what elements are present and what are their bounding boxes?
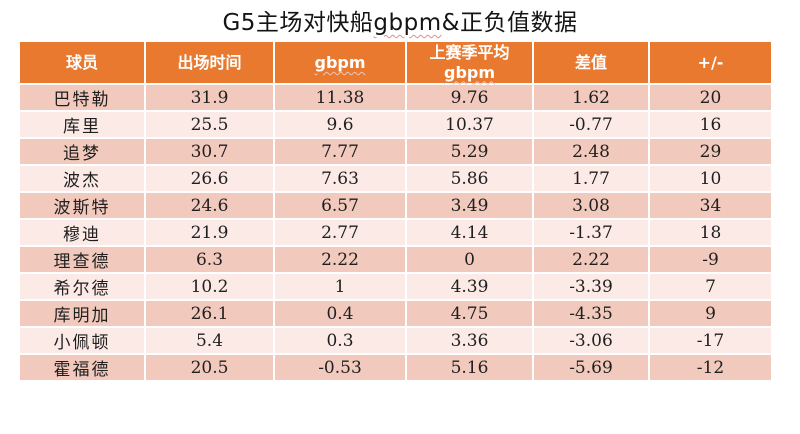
gbpm-cell: 7.63 — [273, 164, 407, 193]
gbpm-cell: 0.4 — [273, 299, 407, 328]
table-row: 穆迪 21.9 2.77 4.14 -1.37 18 — [18, 218, 773, 247]
plus-minus-cell: -9 — [648, 245, 773, 274]
col-header-last-season-avg-line1: 上赛季平均 — [429, 43, 510, 63]
table-row: 理查德 6.3 2.22 0 2.22 -9 — [18, 245, 773, 274]
minutes-cell: 26.1 — [144, 299, 275, 328]
last-season-gbpm-cell: 4.75 — [405, 299, 534, 328]
last-season-gbpm-cell: 9.76 — [405, 83, 534, 112]
minutes-cell: 6.3 — [144, 245, 275, 274]
player-name-cell: 波斯特 — [18, 191, 146, 220]
stats-table: 球员 出场时间 gbpm 上赛季平均 gbpm 差值 +/- 巴特勒 31.9 … — [18, 40, 773, 382]
gbpm-cell: -0.53 — [273, 353, 407, 382]
col-header-last-season-avg-line2: gbpm — [407, 63, 532, 82]
title-part-3: &正负值数据 — [441, 10, 578, 36]
diff-cell: 1.62 — [532, 83, 650, 112]
col-header-gbpm: gbpm — [273, 40, 407, 85]
minutes-cell: 24.6 — [144, 191, 275, 220]
minutes-cell: 30.7 — [144, 137, 275, 166]
player-name-cell: 希尔德 — [18, 272, 146, 301]
minutes-cell: 10.2 — [144, 272, 275, 301]
table-row: 波斯特 24.6 6.57 3.49 3.08 34 — [18, 191, 773, 220]
gbpm-cell: 1 — [273, 272, 407, 301]
minutes-cell: 20.5 — [144, 353, 275, 382]
table-row: 希尔德 10.2 1 4.39 -3.39 7 — [18, 272, 773, 301]
diff-cell: 2.22 — [532, 245, 650, 274]
plus-minus-cell: 34 — [648, 191, 773, 220]
last-season-gbpm-cell: 0 — [405, 245, 534, 274]
table-row: 波杰 26.6 7.63 5.86 1.77 10 — [18, 164, 773, 193]
col-header-minutes: 出场时间 — [144, 40, 275, 85]
last-season-gbpm-cell: 3.36 — [405, 326, 534, 355]
diff-cell: -4.35 — [532, 299, 650, 328]
last-season-gbpm-cell: 10.37 — [405, 110, 534, 139]
diff-cell: -1.37 — [532, 218, 650, 247]
diff-cell: -0.77 — [532, 110, 650, 139]
minutes-cell: 25.5 — [144, 110, 275, 139]
diff-cell: -3.39 — [532, 272, 650, 301]
table-row: 库里 25.5 9.6 10.37 -0.77 16 — [18, 110, 773, 139]
player-name-cell: 库明加 — [18, 299, 146, 328]
gbpm-cell: 7.77 — [273, 137, 407, 166]
gbpm-cell: 2.77 — [273, 218, 407, 247]
header-row: 球员 出场时间 gbpm 上赛季平均 gbpm 差值 +/- — [18, 40, 773, 85]
col-header-last-season-avg: 上赛季平均 gbpm — [405, 40, 534, 85]
minutes-cell: 31.9 — [144, 83, 275, 112]
last-season-gbpm-cell: 5.29 — [405, 137, 534, 166]
plus-minus-cell: 29 — [648, 137, 773, 166]
last-season-gbpm-cell: 4.14 — [405, 218, 534, 247]
player-name-cell: 霍福德 — [18, 353, 146, 382]
plus-minus-cell: -12 — [648, 353, 773, 382]
player-name-cell: 巴特勒 — [18, 83, 146, 112]
plus-minus-cell: 7 — [648, 272, 773, 301]
table-row: 追梦 30.7 7.77 5.29 2.48 29 — [18, 137, 773, 166]
last-season-gbpm-cell: 4.39 — [405, 272, 534, 301]
col-header-diff: 差值 — [532, 40, 650, 85]
diff-cell: -3.06 — [532, 326, 650, 355]
table-row: 巴特勒 31.9 11.38 9.76 1.62 20 — [18, 83, 773, 112]
col-header-last-season-gbpm-text: gbpm — [443, 62, 496, 82]
minutes-cell: 5.4 — [144, 326, 275, 355]
plus-minus-cell: 18 — [648, 218, 773, 247]
player-name-cell: 理查德 — [18, 245, 146, 274]
last-season-gbpm-cell: 3.49 — [405, 191, 534, 220]
last-season-gbpm-cell: 5.86 — [405, 164, 534, 193]
diff-cell: 1.77 — [532, 164, 650, 193]
player-name-cell: 追梦 — [18, 137, 146, 166]
diff-cell: 3.08 — [532, 191, 650, 220]
minutes-cell: 26.6 — [144, 164, 275, 193]
player-name-cell: 小佩顿 — [18, 326, 146, 355]
col-header-plus-minus: +/- — [648, 40, 773, 85]
table-row: 库明加 26.1 0.4 4.75 -4.35 9 — [18, 299, 773, 328]
player-name-cell: 波杰 — [18, 164, 146, 193]
last-season-gbpm-cell: 5.16 — [405, 353, 534, 382]
plus-minus-cell: 10 — [648, 164, 773, 193]
gbpm-cell: 0.3 — [273, 326, 407, 355]
col-header-gbpm-text: gbpm — [314, 52, 366, 72]
table-row: 霍福德 20.5 -0.53 5.16 -5.69 -12 — [18, 353, 773, 382]
title-part-1: G5主场对快船 — [222, 10, 374, 36]
minutes-cell: 21.9 — [144, 218, 275, 247]
title-gbpm-text: gbpm — [373, 10, 442, 36]
table-row: 小佩顿 5.4 0.3 3.36 -3.06 -17 — [18, 326, 773, 355]
player-name-cell: 库里 — [18, 110, 146, 139]
gbpm-cell: 11.38 — [273, 83, 407, 112]
col-header-player: 球员 — [18, 40, 146, 85]
plus-minus-cell: 20 — [648, 83, 773, 112]
plus-minus-cell: -17 — [648, 326, 773, 355]
player-name-cell: 穆迪 — [18, 218, 146, 247]
diff-cell: 2.48 — [532, 137, 650, 166]
diff-cell: -5.69 — [532, 353, 650, 382]
plus-minus-cell: 9 — [648, 299, 773, 328]
plus-minus-cell: 16 — [648, 110, 773, 139]
gbpm-cell: 2.22 — [273, 245, 407, 274]
gbpm-cell: 9.6 — [273, 110, 407, 139]
page-title: G5主场对快船gbpm&正负值数据 — [0, 3, 800, 37]
gbpm-cell: 6.57 — [273, 191, 407, 220]
